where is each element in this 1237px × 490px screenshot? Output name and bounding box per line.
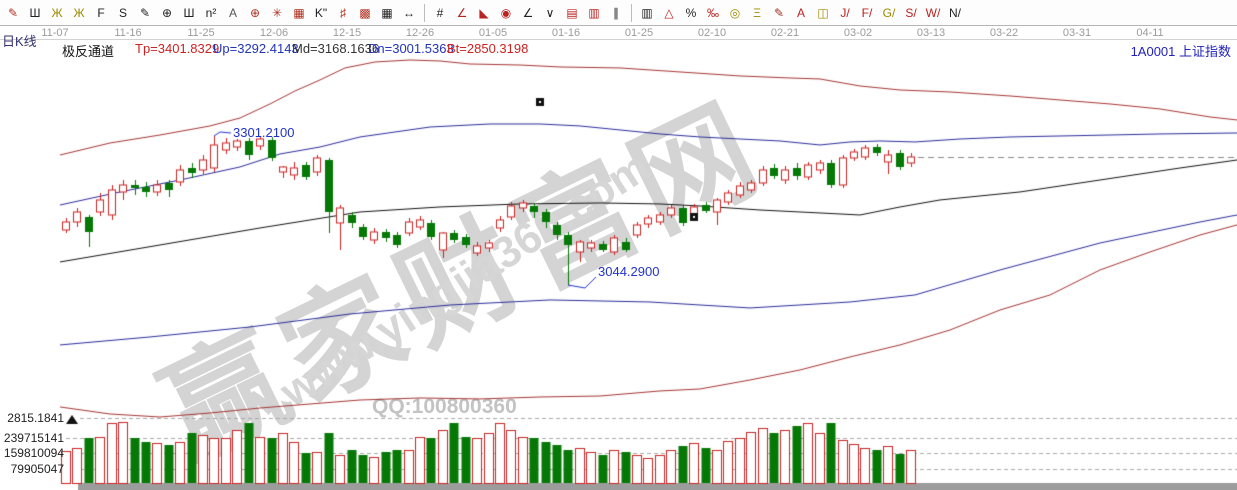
gold-channel-icon[interactable]: Ж [51, 5, 63, 20]
date-axis-label: 11-25 [187, 27, 215, 39]
indicator-value: Dn=3001.5363 [368, 41, 454, 56]
cycle-circle-icon[interactable]: ⊕ [161, 5, 173, 20]
j-line-icon[interactable]: J/ [840, 5, 850, 20]
volume-profile-icon[interactable]: ▥ [641, 5, 653, 20]
trend-pen-icon[interactable]: ✎ [139, 5, 151, 20]
volume-axis-label-2: 159810094 [3, 446, 64, 460]
f-line-icon[interactable]: F/ [861, 5, 873, 20]
date-axis-label: 12-06 [259, 27, 289, 39]
angle-line-icon[interactable]: ∠ [522, 5, 534, 20]
spiral-icon[interactable]: ◉ [500, 5, 512, 20]
date-axis-label: 11-07 [41, 27, 69, 39]
date-axis-label: 03-22 [989, 27, 1019, 39]
pointer-dart-icon[interactable]: ✎ [7, 5, 19, 20]
date-axis-label: 12-15 [332, 27, 362, 39]
indicator-value: Tp=3401.8329 [135, 41, 220, 56]
date-axis: 11-07 11-16 11-25 12-06 12-15 12-26 01-05 01-16… [0, 27, 1237, 39]
indicator-readout: 极反通道 Tp=3401.8329 Up=3292.4143 Md=3168.163… [0, 41, 1237, 59]
star-burst-icon[interactable]: ✳ [271, 5, 283, 20]
date-axis-label: 12-26 [405, 27, 435, 39]
price-axis-label: 2815.1841 [7, 411, 64, 425]
fan-box-icon[interactable]: ◣ [479, 5, 489, 20]
win-grid-icon[interactable]: ▩ [359, 5, 371, 20]
date-axis-label: 01-16 [551, 27, 581, 39]
arc-tool-icon[interactable]: S [118, 5, 127, 20]
annotation-swing-high: 3301.2100 [233, 125, 295, 140]
frame-tool-icon[interactable]: # [436, 5, 444, 20]
date-axis-label: 01-05 [478, 27, 508, 39]
date-axis-label: 04-11 [1136, 27, 1164, 39]
indicator-name: 极反通道 [62, 44, 115, 59]
gann-fan-icon[interactable]: ∠ [456, 5, 468, 20]
pressure-pct-icon[interactable]: △ [664, 5, 674, 20]
date-axis-label: 03-02 [843, 27, 873, 39]
n-squared-icon[interactable]: n² [205, 5, 217, 20]
volume-axis-label-3: 79905047 [10, 462, 64, 476]
gold-channel2-icon[interactable]: Ж [73, 5, 85, 20]
date-axis-label: 02-10 [697, 27, 727, 39]
gold-box-icon[interactable]: ◫ [817, 5, 829, 20]
period-label: 日K线 [2, 34, 37, 49]
red-grid-icon[interactable]: ▦ [293, 5, 305, 20]
grid-ruler-icon[interactable]: Ш [29, 5, 41, 20]
shen-grid-icon[interactable]: ♯ [340, 5, 346, 20]
ruler-lines-icon[interactable]: Ш [183, 5, 195, 20]
indicator-value: Bt=2850.3198 [447, 41, 529, 56]
percent-icon[interactable]: % [685, 5, 697, 20]
text-note-icon[interactable]: A [228, 5, 237, 20]
fibonacci-f-icon[interactable]: F [97, 5, 105, 20]
gold-angle-icon[interactable]: G/ [882, 5, 896, 20]
win-angle-icon[interactable]: W/ [925, 5, 941, 20]
date-axis-label: 03-13 [916, 27, 946, 39]
date-axis-label: 02-21 [770, 27, 800, 39]
date-axis-label: 01-25 [624, 27, 654, 39]
grid-a-icon[interactable]: ▤ [566, 5, 578, 20]
a-slash-icon[interactable]: A [796, 5, 805, 20]
header-divider [0, 39, 1237, 40]
width-arrows-icon[interactable]: ↔ [403, 5, 415, 20]
v-shape-icon[interactable]: ∨ [545, 5, 555, 20]
black-grid-icon[interactable]: ▦ [381, 5, 393, 20]
k-mark-icon[interactable]: K" [314, 5, 328, 20]
indicator-value: Up=3292.4143 [213, 41, 299, 56]
annotation-swing-low: 3044.2900 [598, 264, 660, 279]
date-axis-label: 03-31 [1062, 27, 1092, 39]
flag-pen-icon[interactable]: ✎ [773, 5, 785, 20]
target-cross-icon[interactable]: ⊕ [249, 5, 261, 20]
toolbar-separator [631, 3, 632, 22]
grid-b-icon[interactable]: ▥ [588, 5, 600, 20]
shen-angle-icon[interactable]: S/ [905, 5, 917, 20]
pct-lines-icon[interactable]: ‰ [707, 5, 719, 20]
indicator-value: Md=3168.1636 [292, 41, 380, 56]
toolbar-separator [424, 3, 425, 22]
symbol-label: 1A0001 上证指数 [1130, 44, 1231, 59]
date-axis-label: 11-16 [114, 27, 142, 39]
four-angle-icon[interactable]: N/ [949, 5, 961, 20]
parallel-lines-icon[interactable]: ∥ [613, 5, 619, 20]
coin-icon[interactable]: ◎ [729, 5, 741, 20]
volume-axis-label-1: 239715141 [3, 431, 64, 445]
gold-line-icon[interactable]: Ξ [753, 5, 761, 20]
